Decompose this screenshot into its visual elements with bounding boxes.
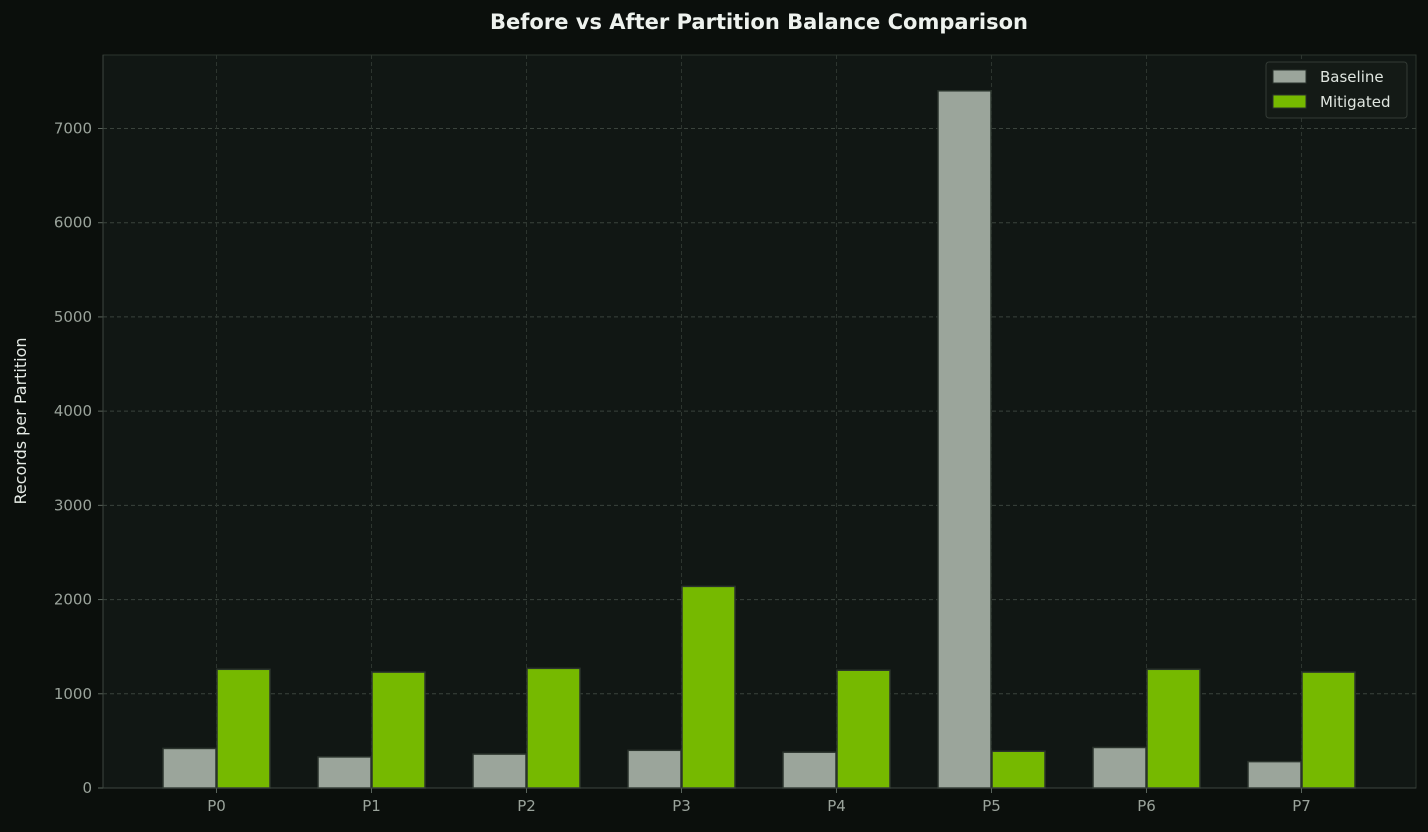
bar-mitigated-p3 <box>681 585 736 789</box>
bar-mitigated-p4 <box>836 669 891 789</box>
x-tick-label: P7 <box>1292 797 1311 815</box>
bars <box>162 90 1356 789</box>
legend: Baseline Mitigated <box>1265 61 1408 119</box>
y-tick-label: 5000 <box>54 308 92 326</box>
x-tick-label: P6 <box>1137 797 1156 815</box>
x-tick-label: P3 <box>672 797 691 815</box>
bar-baseline-p2 <box>472 753 527 789</box>
y-axis-label: Records per Partition <box>11 337 30 504</box>
x-tick-label: P2 <box>517 797 536 815</box>
bar-mitigated-p1 <box>371 671 426 789</box>
bar-mitigated-p2 <box>526 667 581 789</box>
bar-baseline-p1 <box>317 756 372 789</box>
y-tick-label: 3000 <box>54 496 92 514</box>
x-tick-label: P4 <box>827 797 846 815</box>
bar-mitigated-p7 <box>1301 671 1356 789</box>
bar-baseline-p4 <box>782 751 837 789</box>
axes: 0 1000 2000 3000 4000 5000 6000 7000 P0 P1 P2 P3 P4 P… <box>54 55 1416 815</box>
plot-area <box>102 54 1417 789</box>
y-tick-label: 4000 <box>54 402 92 420</box>
x-tick-label: P1 <box>362 797 381 815</box>
y-tick-label: 0 <box>82 779 92 797</box>
chart-title: Before vs After Partition Balance Compar… <box>490 10 1028 34</box>
bar-mitigated-p6 <box>1146 668 1201 789</box>
legend-swatch-mitigated <box>1272 94 1307 109</box>
y-tick-label: 2000 <box>54 591 92 609</box>
bar-baseline-p7 <box>1247 760 1302 789</box>
legend-label-baseline: Baseline <box>1320 68 1384 86</box>
bar-mitigated-p5 <box>991 750 1046 789</box>
x-tick-label: P0 <box>207 797 226 815</box>
bar-baseline-p0 <box>162 747 217 789</box>
legend-label-mitigated: Mitigated <box>1320 93 1391 111</box>
x-tick-label: P5 <box>982 797 1001 815</box>
bar-baseline-p3 <box>627 749 682 789</box>
y-tick-label: 7000 <box>54 119 92 137</box>
legend-swatch-baseline <box>1272 69 1307 84</box>
y-tick-label: 1000 <box>54 685 92 703</box>
y-tick-label: 6000 <box>54 214 92 232</box>
bar-baseline-p6 <box>1092 746 1147 789</box>
bar-baseline-p5 <box>937 90 992 789</box>
bar-mitigated-p0 <box>216 668 271 789</box>
